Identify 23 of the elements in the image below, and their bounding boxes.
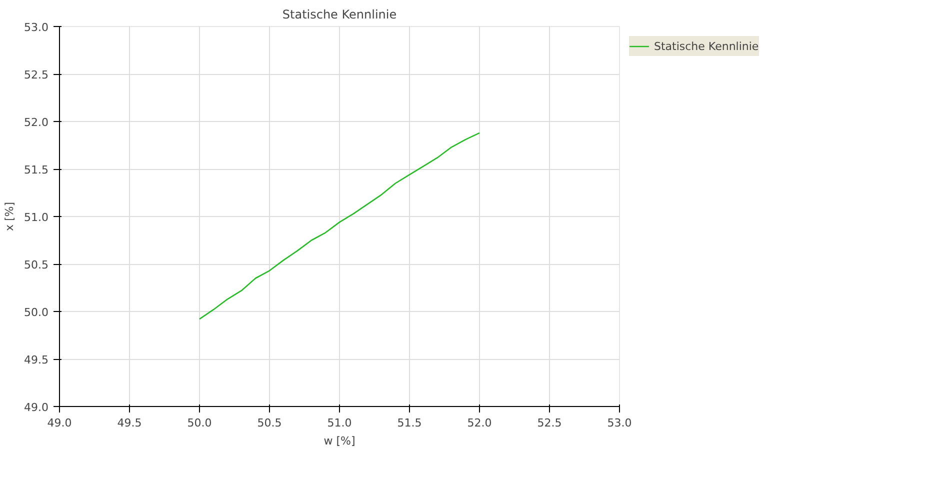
- legend-label: Statische Kennlinie: [654, 40, 759, 52]
- y-tick-label: 49.5: [24, 354, 49, 366]
- x-tick-label: 49.5: [117, 416, 142, 430]
- y-tick-label: 49.0: [24, 401, 49, 414]
- x-axis-title: w [%]: [324, 434, 356, 448]
- x-tick-label: 53.0: [607, 416, 632, 430]
- y-tick-label: 52.0: [24, 116, 49, 129]
- x-tick-label: 49.0: [47, 416, 72, 430]
- y-tick-label: 50.5: [24, 258, 49, 272]
- chart-title: Statische Kennlinie: [282, 8, 397, 22]
- y-tick-label: 52.5: [24, 68, 49, 82]
- y-axis-title: x [%]: [3, 202, 16, 232]
- x-tick-label: 50.0: [187, 416, 212, 430]
- y-tick-label: 51.0: [24, 211, 49, 224]
- x-tick-label: 51.0: [327, 416, 352, 430]
- x-tick-label: 52.0: [467, 416, 492, 430]
- line-series: [198, 132, 480, 320]
- x-tick-label: 52.5: [537, 416, 562, 430]
- x-tick-label: 50.5: [257, 416, 282, 430]
- x-tick-label: 51.5: [397, 416, 422, 430]
- y-tick-label: 51.5: [24, 164, 49, 176]
- y-tick-label: 53.0: [24, 21, 49, 34]
- y-tick-label: 50.0: [24, 306, 49, 319]
